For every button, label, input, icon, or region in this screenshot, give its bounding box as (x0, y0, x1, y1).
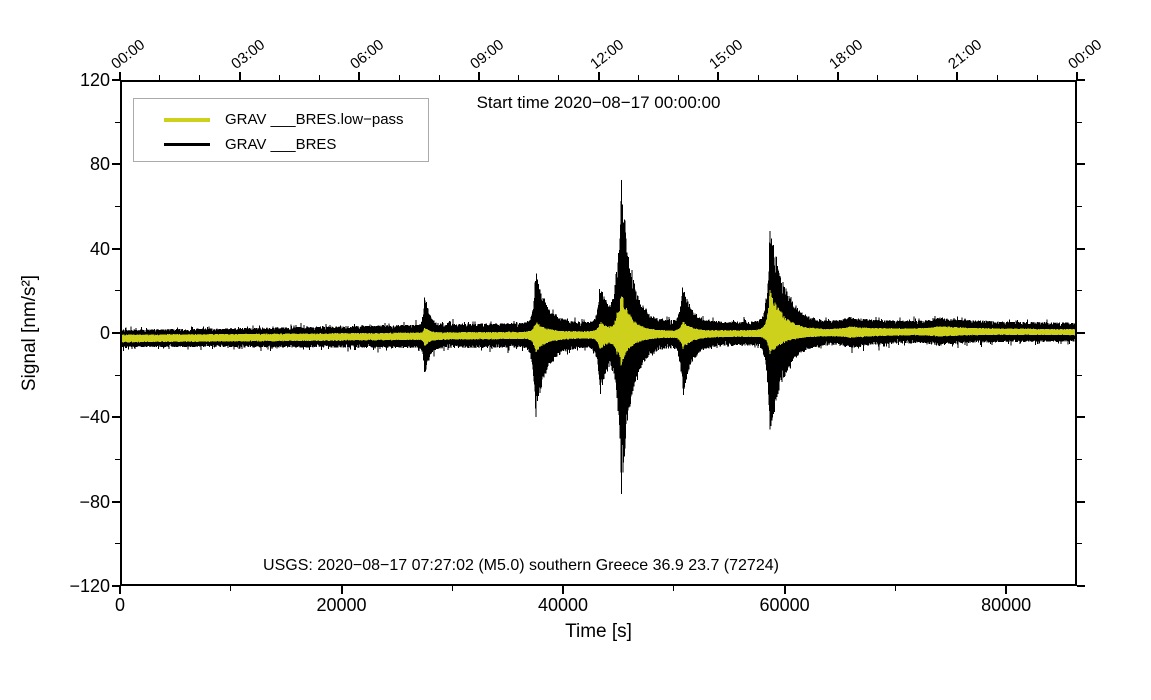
axis-tick (115, 543, 120, 545)
axis-tick (119, 586, 121, 594)
axis-tick (238, 72, 241, 80)
x-tick-label: 80000 (981, 595, 1032, 615)
axis-tick (115, 121, 120, 123)
legend-label-lowpass: GRAV ___BRES.low−pass (225, 111, 404, 128)
axis-tick (199, 75, 201, 80)
axis-tick (797, 75, 799, 80)
axis-tick (562, 586, 565, 594)
axis-tick (1077, 543, 1082, 545)
raw-line-sample (164, 143, 210, 146)
axis-tick (637, 75, 639, 80)
axis-tick (159, 75, 161, 80)
axis-tick (477, 72, 480, 80)
top-tick-label: 03:00 (227, 36, 268, 73)
axis-tick (318, 75, 320, 80)
y-tick-label: −120 (69, 576, 110, 596)
axis-tick (1036, 75, 1038, 80)
axis-tick (1077, 206, 1082, 207)
axis-tick (115, 290, 120, 292)
axis-tick (894, 586, 896, 591)
axis-tick (836, 72, 839, 80)
axis-tick (115, 206, 120, 207)
axis-tick (1077, 459, 1082, 460)
top-tick-label: 00:00 (108, 36, 149, 73)
chart-title: Start time 2020−08−17 00:00:00 (476, 93, 721, 112)
axis-tick (1077, 121, 1082, 123)
axis-tick (1077, 585, 1085, 587)
x-tick-label: 40000 (538, 595, 589, 615)
x-tick-label: 0 (114, 595, 125, 615)
plot-frame (120, 80, 1077, 586)
axis-tick (451, 586, 453, 591)
x-tick-label: 20000 (316, 595, 367, 615)
axis-tick (230, 586, 232, 591)
y-tick-label: 80 (89, 154, 110, 175)
axis-tick (1077, 374, 1082, 376)
axis-tick (1077, 247, 1085, 250)
event-annotation: USGS: 2020−08−17 07:27:02 (M5.0) souther… (263, 557, 779, 574)
axis-tick (757, 75, 759, 80)
axis-tick (677, 75, 679, 80)
top-tick-label: 12:00 (586, 36, 627, 73)
lowpass-trace (122, 289, 1075, 366)
axis-tick (877, 75, 879, 80)
lowpass-line-sample (164, 117, 210, 122)
y-tick-label: 120 (79, 70, 110, 90)
axis-tick (717, 72, 720, 80)
axis-tick (518, 75, 520, 80)
top-tick-label: 18:00 (825, 36, 866, 73)
y-tick-label: −40 (79, 407, 110, 428)
axis-tick (112, 79, 120, 81)
legend-entry-raw: GRAV ___BRES (164, 132, 428, 157)
axis-tick (398, 75, 400, 80)
top-tick-label: 00:00 (1065, 36, 1106, 73)
axis-tick (112, 500, 120, 503)
axis-tick (1077, 290, 1082, 292)
axis-tick (956, 72, 959, 80)
axis-tick (917, 75, 918, 80)
axis-tick (558, 75, 560, 80)
axis-tick (1077, 416, 1085, 419)
axis-tick (112, 163, 120, 166)
axis-tick (1077, 163, 1085, 166)
top-tick-label: 09:00 (467, 36, 508, 73)
axis-tick (119, 72, 121, 80)
axis-tick (1077, 79, 1085, 81)
axis-tick (340, 586, 343, 594)
y-tick-label: −80 (79, 491, 110, 512)
axis-tick (1077, 332, 1085, 334)
axis-tick (996, 75, 998, 80)
axis-tick (112, 416, 120, 419)
axis-tick (1077, 500, 1085, 503)
axis-tick (112, 247, 120, 250)
legend-entry-lowpass: GRAV ___BRES.low−pass (164, 107, 428, 132)
x-tick-label: 60000 (759, 595, 810, 615)
axis-tick (112, 585, 120, 587)
axis-tick (783, 586, 786, 594)
axis-tick (597, 72, 600, 80)
axis-tick (115, 374, 120, 376)
axis-tick (673, 586, 675, 591)
axis-tick (358, 72, 361, 80)
x-axis-title: Time [s] (565, 621, 632, 642)
y-tick-label: 40 (89, 238, 110, 259)
legend: GRAV ___BRES.low−pass GRAV ___BRES (133, 98, 429, 162)
waveform-canvas (122, 180, 1075, 495)
axis-tick (1076, 72, 1078, 80)
axis-tick (279, 75, 280, 80)
top-tick-label: 15:00 (706, 36, 747, 73)
y-tick-label: 0 (99, 323, 110, 343)
top-tick-label: 21:00 (945, 36, 986, 73)
axis-tick (112, 332, 120, 334)
axis-tick (115, 459, 120, 460)
axis-tick (438, 75, 440, 80)
legend-label-raw: GRAV ___BRES (225, 136, 337, 153)
y-axis-title: Signal [nm/s²] (19, 274, 40, 392)
axis-tick (1005, 586, 1008, 594)
top-tick-label: 06:00 (347, 36, 388, 73)
